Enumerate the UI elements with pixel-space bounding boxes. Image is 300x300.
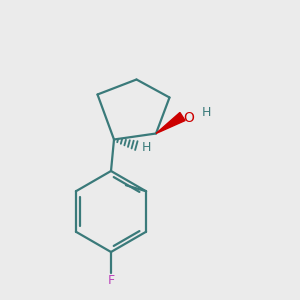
Text: H: H: [142, 141, 152, 154]
Text: H: H: [202, 106, 211, 118]
Text: O: O: [183, 111, 194, 125]
Text: F: F: [107, 274, 115, 287]
Polygon shape: [156, 112, 185, 134]
